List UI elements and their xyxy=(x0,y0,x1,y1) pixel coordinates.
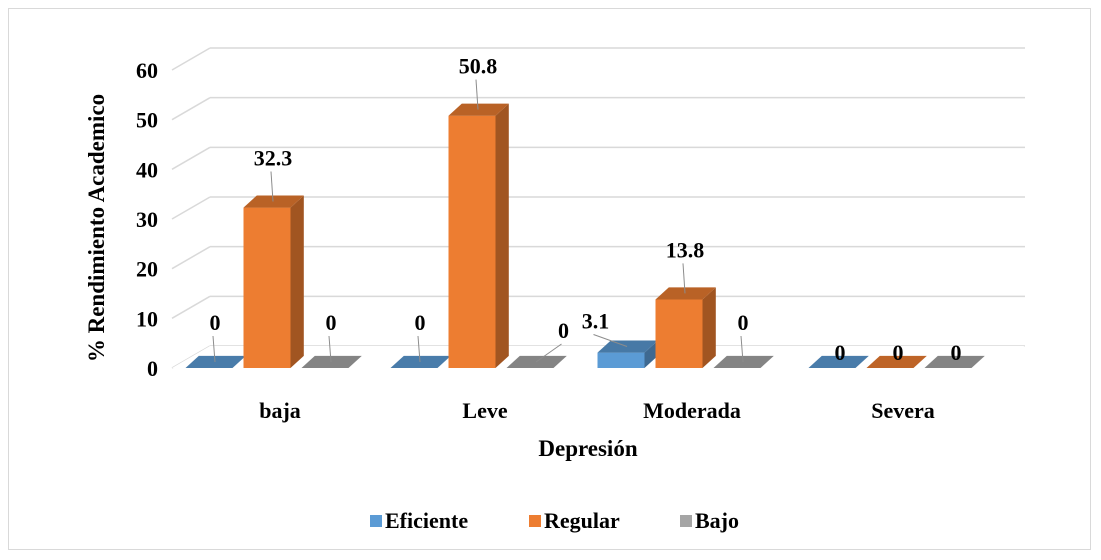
data-label: 3.1 xyxy=(582,309,610,334)
bar xyxy=(448,103,509,369)
data-label: 0 xyxy=(738,310,749,335)
bar xyxy=(808,355,869,368)
data-label: 32.3 xyxy=(254,145,293,170)
bar xyxy=(185,355,246,368)
bar-side xyxy=(644,340,658,368)
bar-front xyxy=(597,352,645,368)
data-label: 0 xyxy=(326,310,337,335)
bar-flat xyxy=(924,355,985,368)
leader-line xyxy=(475,79,479,110)
gridline-side xyxy=(171,97,211,121)
bar-top xyxy=(243,195,304,208)
bar-top xyxy=(597,340,658,353)
y-tick-label: 50 xyxy=(136,108,158,133)
data-label: 0 xyxy=(210,310,221,335)
x-tick-label: baja xyxy=(259,398,301,423)
bar-front xyxy=(243,207,291,368)
bar xyxy=(655,287,716,368)
gridline-side xyxy=(171,47,211,71)
gridline-side xyxy=(171,246,211,270)
legend: Eficiente Regular Bajo xyxy=(370,508,739,533)
legend-swatch xyxy=(680,515,692,527)
bar-top xyxy=(448,103,509,116)
bar-flat xyxy=(301,355,362,368)
bar-flat xyxy=(390,355,451,368)
leader-line xyxy=(593,334,628,347)
bar xyxy=(924,355,985,368)
data-label: 0 xyxy=(558,318,569,343)
bar xyxy=(301,355,362,368)
data-label: 0 xyxy=(415,310,426,335)
gridline-side xyxy=(171,146,211,170)
bar-front xyxy=(655,299,703,368)
leader-line xyxy=(535,343,562,363)
bar-side xyxy=(290,195,304,368)
bar xyxy=(713,355,774,368)
leader-line xyxy=(740,335,744,363)
y-tick-label: 0 xyxy=(147,356,158,381)
legend-label: Eficiente xyxy=(385,508,468,533)
gridline-side xyxy=(171,295,211,319)
bar-flat xyxy=(808,355,869,368)
x-axis-title: Depresión xyxy=(538,436,637,461)
data-label: 50.8 xyxy=(459,54,498,79)
x-category-labels: baja Leve Moderada Severa xyxy=(259,398,935,423)
x-tick-label: Severa xyxy=(871,398,935,423)
data-label: 0 xyxy=(835,340,846,365)
y-tick-label: 60 xyxy=(136,58,158,83)
y-tick-labels: 0 10 20 30 40 50 60 xyxy=(136,58,158,381)
leader-line xyxy=(682,263,686,294)
bar xyxy=(243,195,304,368)
y-tick-label: 40 xyxy=(136,157,158,182)
y-tick-label: 30 xyxy=(136,207,158,232)
legend-swatch xyxy=(370,515,382,527)
bar-front xyxy=(448,115,496,369)
legend-label: Regular xyxy=(544,508,620,533)
leader-line xyxy=(417,335,421,363)
data-labels: 0 32.3 0 0 50.8 0 3.1 13.8 0 0 0 0 xyxy=(210,54,962,365)
bar-flat xyxy=(866,355,927,368)
y-tick-label: 20 xyxy=(136,257,158,282)
data-label: 0 xyxy=(893,340,904,365)
leader-line xyxy=(270,171,274,202)
y-axis-title: % Rendimiento Academico xyxy=(84,94,109,362)
gridline-side xyxy=(171,196,211,220)
bar-flat xyxy=(713,355,774,368)
legend-swatch xyxy=(529,515,541,527)
bar xyxy=(866,355,927,368)
bar xyxy=(390,355,451,368)
bar-flat xyxy=(185,355,246,368)
x-tick-label: Leve xyxy=(462,398,507,423)
bar-side xyxy=(495,103,509,369)
leader-line xyxy=(212,335,216,363)
leader-line xyxy=(328,335,332,363)
x-tick-label: Moderada xyxy=(643,398,741,423)
bar-side xyxy=(702,287,716,368)
leader-lines xyxy=(212,79,744,363)
data-label: 0 xyxy=(951,340,962,365)
data-label: 13.8 xyxy=(666,237,705,262)
bar xyxy=(597,340,658,368)
legend-label: Bajo xyxy=(695,508,739,533)
bar-top xyxy=(655,287,716,300)
y-tick-label: 10 xyxy=(136,306,158,331)
